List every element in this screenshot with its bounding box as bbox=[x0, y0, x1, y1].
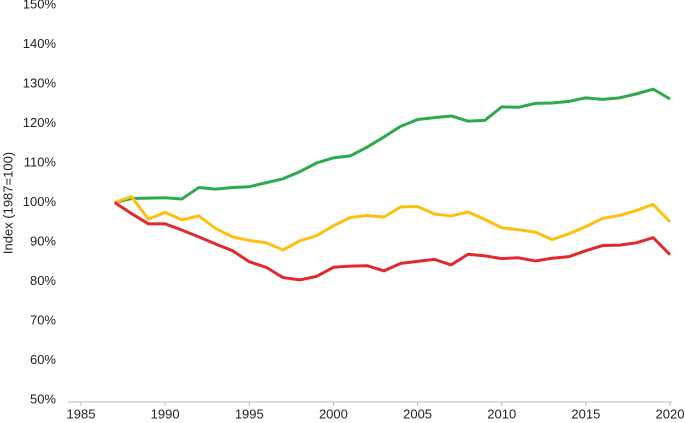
y-tick-label: 100% bbox=[23, 194, 57, 209]
series-line bbox=[113, 201, 672, 282]
series-line bbox=[114, 87, 671, 204]
y-tick-label: 60% bbox=[30, 352, 56, 367]
y-tick-label: 70% bbox=[30, 312, 56, 327]
y-tick-label: 140% bbox=[23, 36, 57, 51]
x-tick-label: 2020 bbox=[656, 406, 685, 421]
y-tick-label: 150% bbox=[23, 0, 57, 11]
y-tick-label: 130% bbox=[23, 75, 57, 90]
x-tick-label: 1995 bbox=[235, 406, 264, 421]
x-tick-label: 2015 bbox=[571, 406, 600, 421]
y-tick-label: 80% bbox=[30, 273, 56, 288]
x-tick-label: 2010 bbox=[487, 406, 516, 421]
x-tick-label: 2000 bbox=[319, 406, 348, 421]
series-line bbox=[114, 195, 672, 252]
x-tick-label: 1985 bbox=[67, 406, 96, 421]
y-axis-title: Index (1987=100) bbox=[0, 152, 15, 254]
y-tick-label: 120% bbox=[23, 115, 57, 130]
y-tick-label: 90% bbox=[30, 233, 56, 248]
y-tick-label: 50% bbox=[30, 391, 56, 406]
y-tick-label: 110% bbox=[24, 154, 57, 169]
x-tick-label: 1990 bbox=[151, 406, 180, 421]
x-tick-label: 2005 bbox=[403, 406, 432, 421]
